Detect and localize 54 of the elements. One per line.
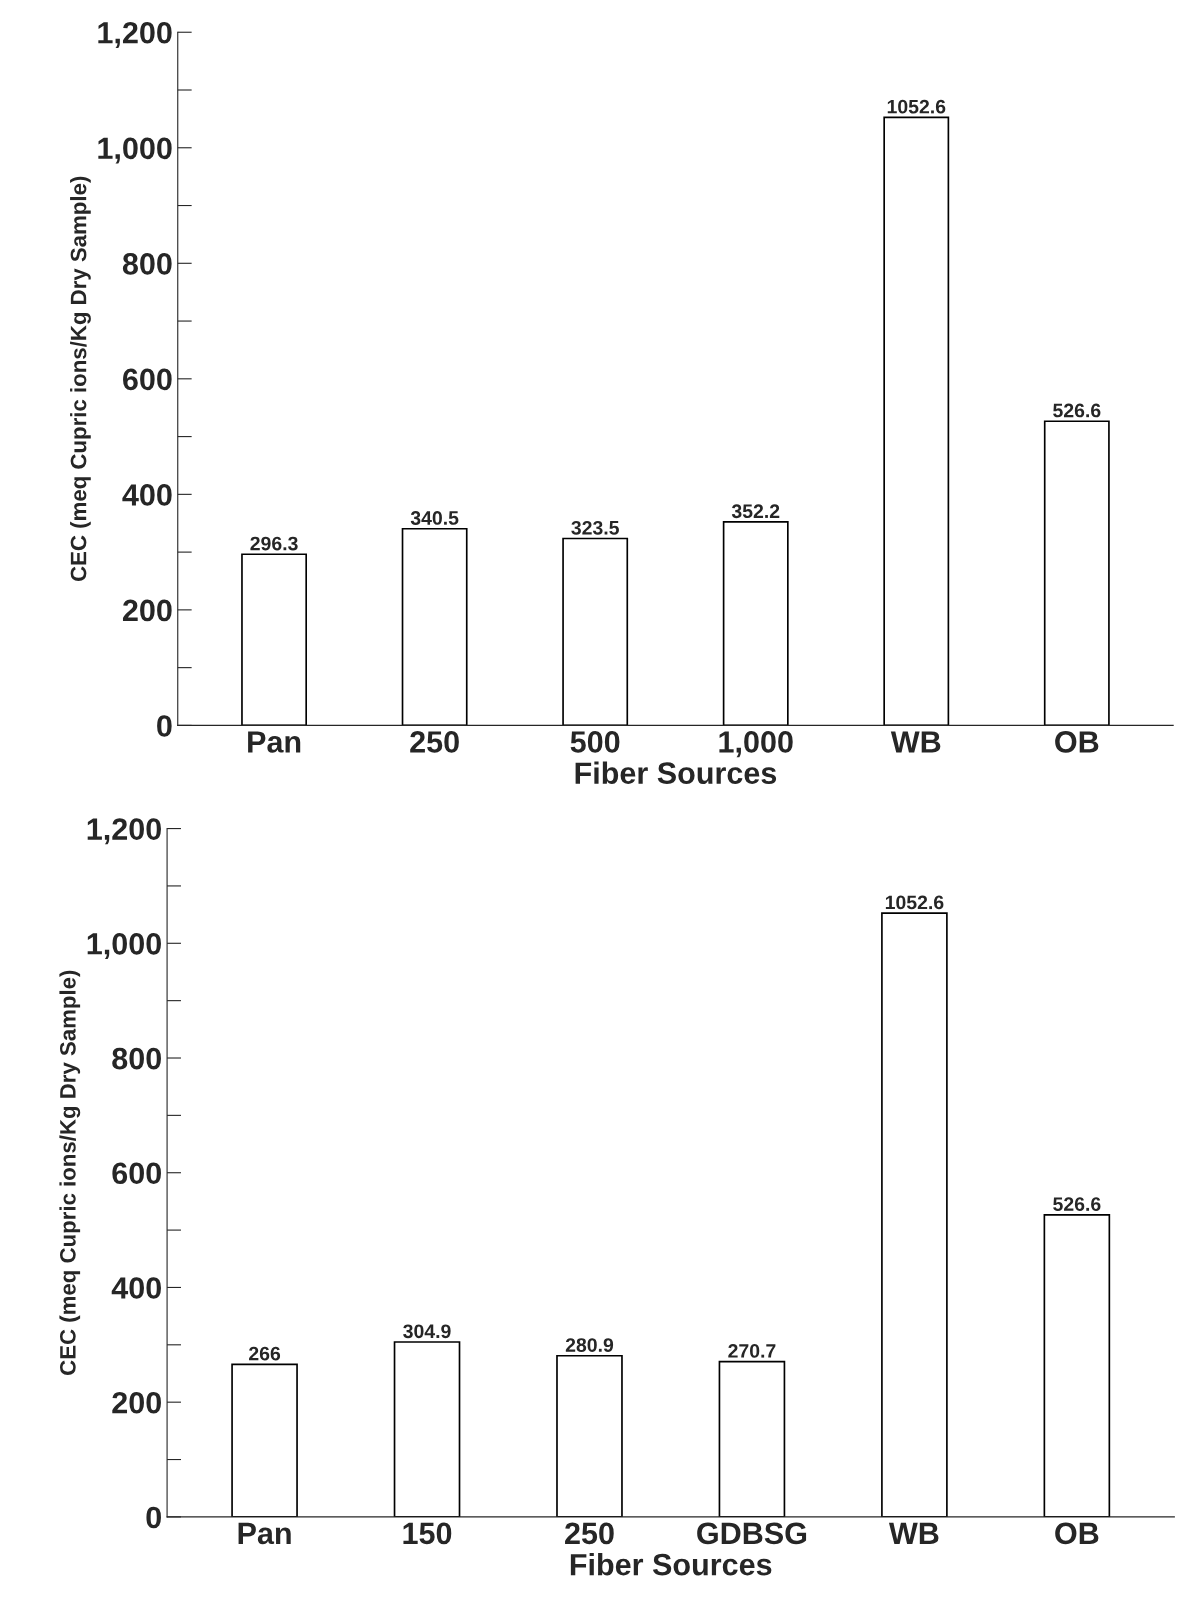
data-label: 1052.6: [887, 99, 946, 114]
data-label: 270.7: [728, 1344, 776, 1358]
y-tick-label: 400: [122, 484, 172, 506]
y-tick-label: 400: [111, 1277, 161, 1299]
bar: [881, 912, 948, 1517]
x-tick-label: Pan: [238, 1522, 291, 1545]
bar: [722, 521, 789, 726]
x-tick-label: Pan: [248, 731, 301, 753]
bar: [231, 1363, 298, 1517]
data-label: 352.2: [731, 504, 780, 519]
bar: [556, 1354, 623, 1517]
y-tick-label: 1,200: [87, 818, 161, 845]
x-tick-label: WB: [890, 731, 941, 753]
x-tick-label: OB: [1055, 731, 1099, 753]
x-tick-label: 250: [410, 731, 459, 753]
x-tick-label: 250: [565, 1522, 614, 1545]
y-tick-label: 800: [112, 1047, 161, 1070]
x-tick-label: 500: [570, 731, 620, 753]
bar: [718, 1360, 786, 1517]
bar: [1043, 420, 1110, 726]
y-tick-label: 600: [123, 368, 172, 391]
bar: [562, 537, 629, 726]
data-label: 323.5: [571, 520, 619, 535]
bar: [401, 527, 468, 726]
data-label: 526.6: [1053, 1197, 1101, 1211]
data-label: 280.9: [565, 1338, 614, 1352]
data-label: 266: [249, 1346, 281, 1361]
y-tick-label: 600: [112, 1162, 161, 1185]
x-tick-label: WB: [888, 1522, 939, 1544]
y-tick-label: 1,200: [98, 21, 172, 49]
y-tick-label: 1,000: [98, 137, 172, 164]
x-tick-label: OB: [1055, 1522, 1099, 1545]
y-tick-label: 0: [157, 715, 172, 737]
y-tick-label: 800: [122, 253, 172, 275]
bar: [1043, 1213, 1111, 1517]
x-tick-label: 1,000: [719, 731, 793, 758]
data-label: 340.5: [410, 511, 459, 525]
data-label: 526.6: [1053, 403, 1101, 418]
x-axis-title: Fiber Sources: [570, 1553, 772, 1576]
data-label: 1052.6: [885, 895, 944, 910]
bar: [241, 553, 308, 726]
y-axis-title: CEC (meq Cupric ions/Kg Dry Sample): [59, 970, 81, 1375]
bar: [883, 116, 950, 726]
y-tick-label: 1,000: [87, 933, 161, 960]
x-tick-label: 150: [403, 1522, 452, 1545]
data-label: 304.9: [403, 1324, 451, 1339]
data-label: 296.3: [250, 536, 298, 551]
bar: [393, 1341, 461, 1517]
y-tick-label: 0: [146, 1506, 161, 1529]
y-tick-label: 200: [112, 1391, 161, 1414]
x-tick-label: GDBSG: [697, 1522, 807, 1545]
y-axis-title: CEC (meq Cupric ions/Kg Dry Sample): [70, 176, 91, 582]
y-tick-label: 200: [122, 599, 172, 622]
x-axis-title: Fiber Sources: [575, 761, 777, 784]
